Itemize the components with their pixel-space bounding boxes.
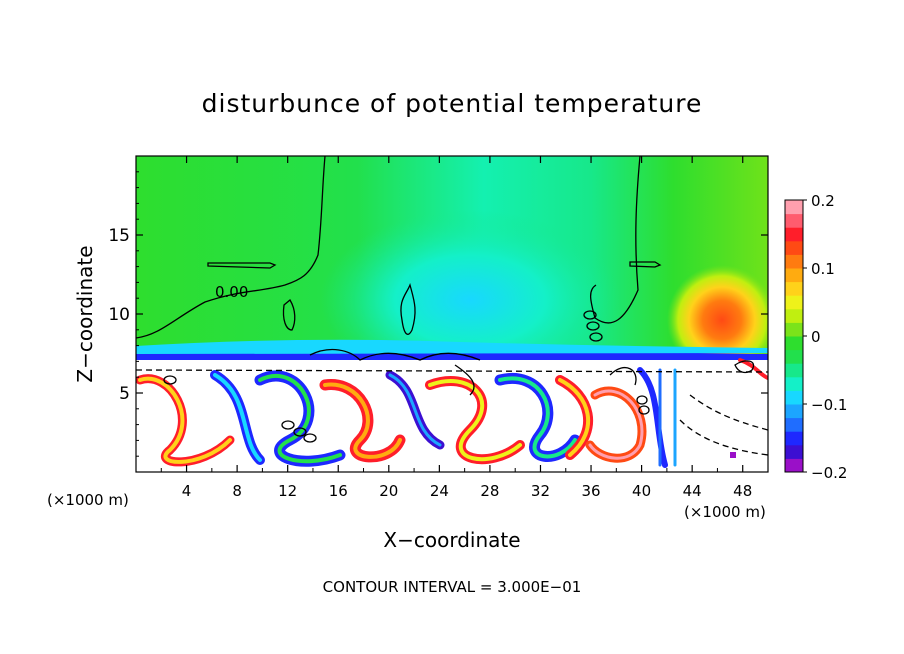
x-tick-label: 12: [278, 482, 297, 500]
chart-title: disturbunce of potential temperature: [202, 89, 703, 118]
colorbar-swatch: [785, 458, 803, 473]
colorbar-swatch: [785, 404, 803, 419]
x-tick-label: 32: [531, 482, 550, 500]
colorbar-swatch: [785, 376, 803, 391]
contour-label: 0.00: [215, 283, 248, 301]
colorbar-swatch: [785, 200, 803, 215]
colorbar-swatch: [785, 213, 803, 228]
colorbar-swatch: [785, 308, 803, 323]
colorbar-swatch: [785, 363, 803, 378]
boundary-band-cyan: [136, 339, 768, 354]
colorbar-swatch: [785, 349, 803, 364]
purple-patch: [730, 452, 736, 458]
colorbar-swatch: [785, 268, 803, 283]
x-tick-label: 44: [683, 482, 702, 500]
x-tick-label: 4: [182, 482, 192, 500]
colorbar-swatch: [785, 322, 803, 337]
colorbar-tick-label: −0.2: [811, 464, 847, 482]
x-tick-label: 40: [632, 482, 651, 500]
x-tick-label: 20: [379, 482, 398, 500]
colorbar-swatch: [785, 390, 803, 405]
colorbar-swatch: [785, 295, 803, 310]
colorbar-swatch: [785, 431, 803, 446]
colorbar-tick-label: −0.1: [811, 396, 847, 414]
colorbar-swatch: [785, 444, 803, 459]
x-unit-label-right: (×1000 m): [684, 503, 766, 521]
x-tick-label: 48: [733, 482, 752, 500]
colorbar-swatch: [785, 240, 803, 255]
colorbar-swatch: [785, 254, 803, 269]
lower-field: [136, 356, 768, 472]
colorbar: 0.2 0.1 0 −0.1 −0.2: [784, 192, 847, 482]
turbulent-eddies: [136, 358, 768, 468]
x-tick-label: 24: [430, 482, 449, 500]
colorbar-tick-label: 0.2: [811, 192, 835, 210]
x-tick-label: 28: [480, 482, 499, 500]
x-axis-label: X−coordinate: [383, 528, 520, 552]
x-tick-label: 16: [329, 482, 348, 500]
colorbar-swatch: [785, 336, 803, 351]
colorbar-swatch: [785, 417, 803, 432]
y-tick-label: 15: [108, 226, 130, 246]
y-tick-label: 5: [119, 384, 130, 404]
contour-interval-note: CONTOUR INTERVAL = 3.000E−01: [323, 578, 582, 596]
x-unit-label-left: (×1000 m): [47, 491, 129, 509]
colorbar-swatch: [785, 281, 803, 296]
colorbar-tick-label: 0: [811, 328, 821, 346]
plot-area: [136, 156, 768, 472]
x-tick-label: 36: [581, 482, 600, 500]
y-tick-label: 10: [108, 305, 130, 325]
colorbar-tick-label: 0.1: [811, 260, 835, 278]
y-axis-label: Z−coordinate: [73, 245, 97, 382]
x-axis: 4 8 12 16 20 24 28 32 36 40 44 48: [160, 156, 752, 500]
x-tick-label: 8: [232, 482, 242, 500]
y-axis: 5 10 15: [108, 171, 768, 457]
colorbar-swatch: [785, 227, 803, 242]
contour-lines: [136, 156, 768, 456]
